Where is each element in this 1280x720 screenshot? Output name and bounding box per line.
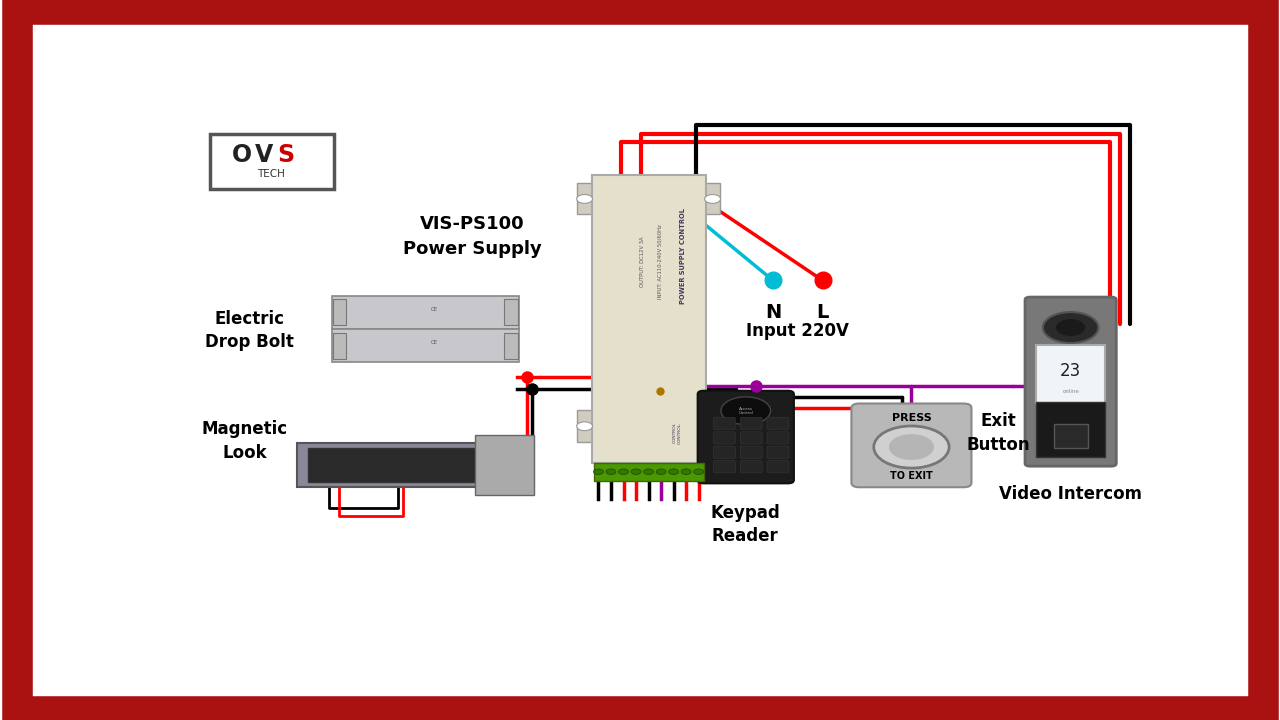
FancyBboxPatch shape xyxy=(767,432,788,444)
FancyBboxPatch shape xyxy=(767,461,788,473)
Circle shape xyxy=(874,426,950,468)
FancyBboxPatch shape xyxy=(475,435,534,495)
FancyBboxPatch shape xyxy=(576,183,593,215)
Text: online: online xyxy=(1062,389,1079,394)
Circle shape xyxy=(1043,312,1098,343)
FancyBboxPatch shape xyxy=(333,333,347,359)
Circle shape xyxy=(605,469,616,474)
Circle shape xyxy=(704,422,721,431)
Circle shape xyxy=(890,435,933,459)
FancyBboxPatch shape xyxy=(713,461,736,473)
FancyBboxPatch shape xyxy=(704,183,721,215)
Text: Exit
Button: Exit Button xyxy=(966,412,1030,454)
FancyBboxPatch shape xyxy=(576,410,593,442)
Text: Input 220V: Input 220V xyxy=(746,322,850,340)
Text: CONTROL
CONTROL-: CONTROL CONTROL- xyxy=(673,422,681,444)
FancyBboxPatch shape xyxy=(740,432,762,444)
Text: CE: CE xyxy=(431,340,438,345)
Text: VIS-PS100
Power Supply: VIS-PS100 Power Supply xyxy=(403,215,541,258)
FancyBboxPatch shape xyxy=(504,300,518,325)
FancyBboxPatch shape xyxy=(1036,402,1106,457)
Circle shape xyxy=(576,422,593,431)
Text: L: L xyxy=(817,302,829,322)
Text: INPUT: AC110-240V 50/60Hz: INPUT: AC110-240V 50/60Hz xyxy=(658,224,663,299)
FancyBboxPatch shape xyxy=(767,418,788,430)
Circle shape xyxy=(644,469,654,474)
Circle shape xyxy=(594,469,603,474)
Circle shape xyxy=(721,397,771,425)
FancyBboxPatch shape xyxy=(307,448,484,482)
Text: Keypad
Reader: Keypad Reader xyxy=(710,503,780,545)
Text: OUTPUT: DC12V 3A: OUTPUT: DC12V 3A xyxy=(640,236,645,287)
Circle shape xyxy=(1057,320,1084,336)
Text: Video Intercom: Video Intercom xyxy=(1000,485,1142,503)
FancyBboxPatch shape xyxy=(594,463,704,480)
FancyBboxPatch shape xyxy=(1036,345,1106,403)
FancyBboxPatch shape xyxy=(332,329,520,362)
FancyBboxPatch shape xyxy=(713,418,736,430)
FancyBboxPatch shape xyxy=(713,432,736,444)
Text: Access
Control: Access Control xyxy=(739,407,753,415)
Text: Electric
Drop Bolt: Electric Drop Bolt xyxy=(205,310,293,351)
Text: POWER SUPPLY CONTROL: POWER SUPPLY CONTROL xyxy=(680,208,686,304)
FancyBboxPatch shape xyxy=(297,443,534,487)
Text: V: V xyxy=(255,143,274,167)
FancyBboxPatch shape xyxy=(851,403,972,487)
FancyBboxPatch shape xyxy=(767,446,788,459)
Circle shape xyxy=(576,194,593,203)
FancyBboxPatch shape xyxy=(704,410,721,442)
Text: Magnetic
Look: Magnetic Look xyxy=(201,420,288,462)
Circle shape xyxy=(704,194,721,203)
Circle shape xyxy=(681,469,691,474)
Circle shape xyxy=(657,469,666,474)
Text: CE: CE xyxy=(431,307,438,312)
FancyBboxPatch shape xyxy=(504,333,518,359)
FancyBboxPatch shape xyxy=(591,175,705,464)
FancyBboxPatch shape xyxy=(740,418,762,430)
Text: O: O xyxy=(232,143,252,167)
Circle shape xyxy=(668,469,678,474)
Text: TO EXIT: TO EXIT xyxy=(890,471,933,481)
FancyBboxPatch shape xyxy=(713,446,736,459)
FancyBboxPatch shape xyxy=(332,296,520,328)
FancyBboxPatch shape xyxy=(740,446,762,459)
FancyBboxPatch shape xyxy=(740,461,762,473)
FancyBboxPatch shape xyxy=(1025,297,1116,466)
FancyBboxPatch shape xyxy=(333,300,347,325)
Circle shape xyxy=(618,469,628,474)
Text: 23: 23 xyxy=(1060,362,1082,380)
Text: N: N xyxy=(765,302,781,322)
Circle shape xyxy=(631,469,641,474)
Text: PRESS: PRESS xyxy=(892,413,932,423)
Circle shape xyxy=(694,469,704,474)
Text: TECH: TECH xyxy=(257,169,285,179)
FancyBboxPatch shape xyxy=(698,391,794,483)
Text: S: S xyxy=(278,143,294,167)
FancyBboxPatch shape xyxy=(1053,424,1088,448)
FancyBboxPatch shape xyxy=(210,133,334,189)
